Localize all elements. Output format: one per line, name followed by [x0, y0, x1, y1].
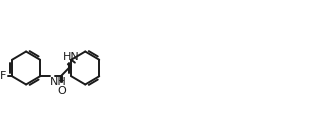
Text: F: F: [0, 71, 6, 81]
Text: O: O: [57, 86, 66, 96]
Text: NH: NH: [50, 77, 67, 87]
Text: HN: HN: [62, 52, 79, 62]
